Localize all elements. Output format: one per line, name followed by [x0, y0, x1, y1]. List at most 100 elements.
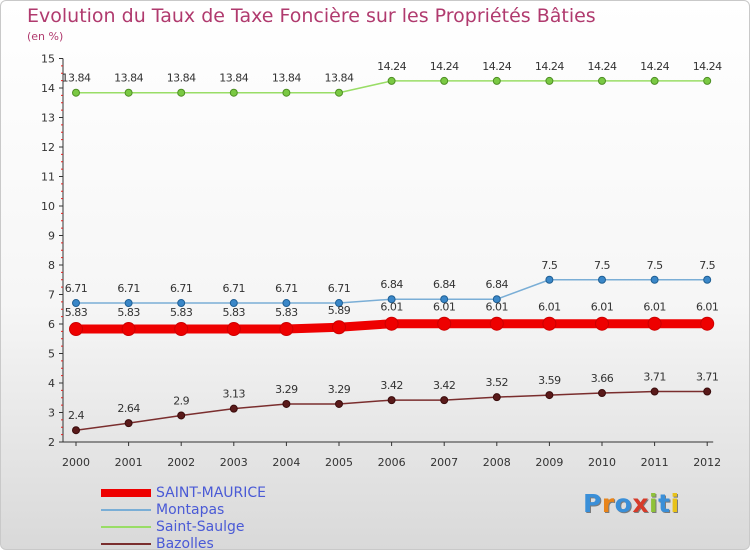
data-point — [335, 299, 343, 308]
data-label: 7.5 — [541, 259, 557, 272]
data-label: 7.5 — [699, 259, 715, 272]
data-point — [335, 88, 343, 97]
brand-logo: Proxiti — [583, 489, 680, 518]
data-point — [229, 404, 238, 413]
data-label: 2.64 — [117, 402, 140, 415]
data-point — [492, 295, 501, 304]
data-label: 3.52 — [486, 376, 509, 389]
data-point — [440, 396, 449, 405]
data-label: 6.71 — [328, 282, 351, 295]
y-tick-label: 5 — [48, 348, 55, 361]
data-label: 6.71 — [65, 282, 88, 295]
data-point — [124, 88, 133, 97]
y-tick-label: 9 — [48, 230, 55, 243]
data-label: 3.71 — [696, 371, 719, 384]
data-point — [229, 299, 238, 308]
legend-swatch — [101, 543, 151, 545]
data-label: 3.29 — [275, 383, 298, 396]
y-tick-label: 11 — [41, 171, 55, 184]
data-label: 5.83 — [223, 306, 246, 319]
data-label: 6.71 — [223, 282, 246, 295]
data-label: 13.84 — [219, 72, 248, 85]
data-label: 6.71 — [275, 282, 298, 295]
data-label: 3.42 — [433, 379, 456, 392]
data-label: 5.89 — [328, 304, 351, 317]
data-point — [229, 88, 238, 97]
data-point — [387, 76, 396, 85]
data-point — [387, 295, 396, 304]
legend-swatch — [101, 526, 151, 528]
data-point — [440, 295, 449, 304]
x-tick-label: 2006 — [378, 456, 406, 469]
chart-legend: SAINT-MAURICE Montapas Saint-Saulge Bazolle… — [101, 485, 361, 550]
legend-label: Bazolles — [156, 536, 214, 550]
data-point — [542, 316, 557, 331]
data-point — [387, 396, 396, 405]
data-label: 3.42 — [380, 379, 403, 392]
legend-label: Montapas — [156, 502, 225, 518]
y-tick-label: 3 — [48, 407, 55, 420]
data-point — [69, 322, 83, 337]
data-label: 6.71 — [170, 282, 193, 295]
data-label: 7.5 — [594, 259, 610, 272]
data-label: 5.83 — [170, 306, 193, 319]
data-label: 14.24 — [482, 60, 511, 73]
legend-swatch — [101, 489, 151, 497]
data-point — [177, 411, 186, 420]
data-point — [700, 316, 715, 331]
data-label: 2.4 — [68, 409, 84, 422]
x-tick-label: 2002 — [167, 456, 195, 469]
data-label: 6.01 — [538, 301, 561, 314]
chart-unit-label: (en %) — [27, 30, 64, 43]
data-label: 6.01 — [433, 301, 456, 314]
y-tick-label: 6 — [48, 318, 55, 331]
legend-item: SAINT-MAURICE — [101, 485, 361, 502]
data-label: 13.84 — [325, 72, 354, 85]
data-label: 3.71 — [643, 371, 666, 384]
data-point — [650, 76, 659, 85]
data-label: 13.84 — [167, 72, 196, 85]
y-tick-label: 4 — [48, 377, 55, 390]
data-point — [703, 275, 712, 284]
x-tick-label: 2009 — [535, 456, 563, 469]
data-label: 13.84 — [114, 72, 143, 85]
data-point — [282, 399, 291, 408]
data-label: 14.24 — [430, 60, 459, 73]
data-point — [72, 426, 80, 435]
y-tick-label: 8 — [48, 259, 55, 272]
data-label: 14.24 — [588, 60, 617, 73]
legend-item: Saint-Saulge — [101, 519, 361, 536]
data-label: 3.59 — [538, 374, 561, 387]
x-tick-label: 2001 — [115, 456, 143, 469]
data-label: 6.71 — [117, 282, 140, 295]
data-label: 5.83 — [117, 306, 140, 319]
data-label: 6.01 — [643, 301, 666, 314]
data-point — [335, 399, 343, 408]
data-point — [282, 88, 291, 97]
data-point — [545, 76, 554, 85]
x-tick-label: 2010 — [588, 456, 616, 469]
data-point — [598, 389, 606, 398]
data-label: 6.01 — [380, 301, 403, 314]
data-label: 6.84 — [486, 278, 509, 291]
data-label: 6.84 — [433, 278, 456, 291]
data-label: 3.29 — [328, 383, 351, 396]
legend-label: SAINT-MAURICE — [156, 485, 267, 501]
data-point — [703, 76, 712, 85]
data-point — [282, 299, 291, 308]
x-tick-label: 2007 — [430, 456, 458, 469]
y-tick-label: 10 — [41, 200, 55, 213]
data-point — [545, 391, 554, 400]
data-label: 7.5 — [647, 259, 663, 272]
data-label: 3.13 — [223, 388, 246, 401]
data-point — [174, 322, 189, 337]
data-label: 6.01 — [591, 301, 614, 314]
y-tick-label: 7 — [48, 289, 55, 302]
legend-label: Saint-Saulge — [156, 519, 245, 535]
data-point — [595, 316, 609, 331]
data-point — [545, 275, 554, 284]
chart-title: Evolution du Taux de Taxe Foncière sur l… — [27, 5, 596, 27]
data-label: 5.83 — [275, 306, 298, 319]
y-tick-label: 13 — [41, 112, 55, 125]
